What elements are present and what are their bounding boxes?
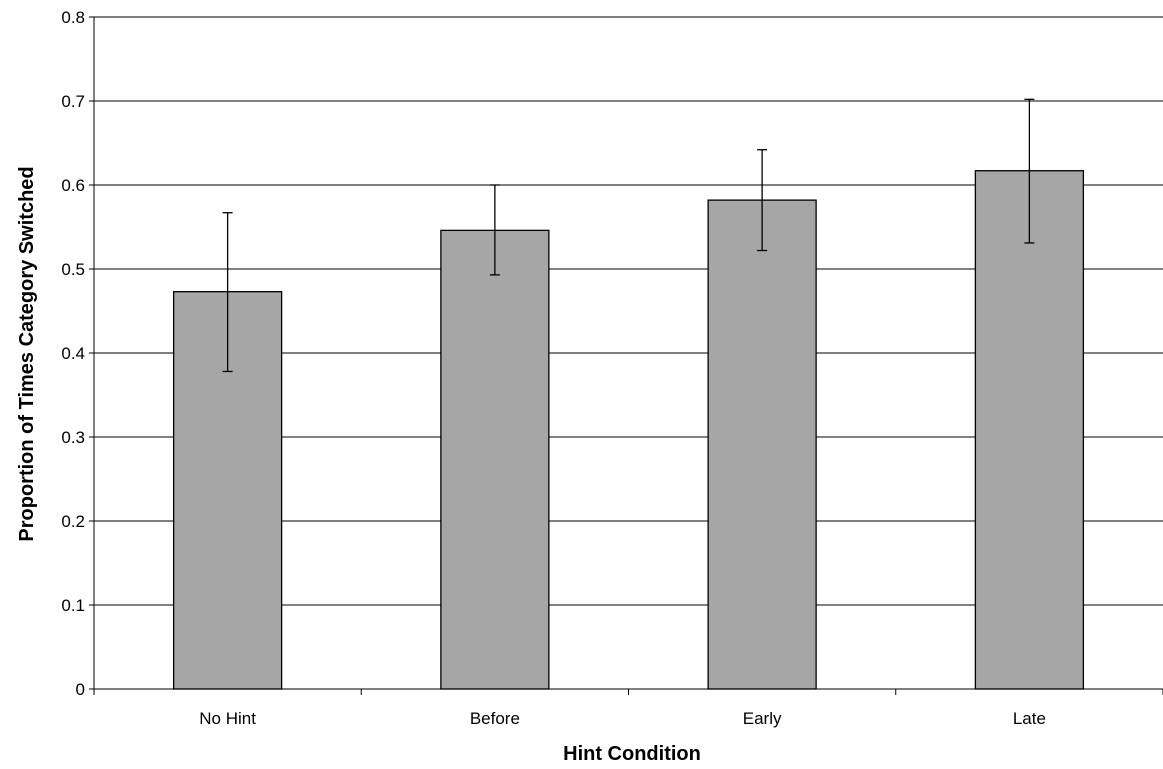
axes [89,16,1163,695]
tick-labels: 0 0.1 0.2 0.3 0.4 0.5 0.6 0.7 0.8 No Hint Before Ea… [61,8,1046,728]
x-tick-label: Late [1013,709,1046,728]
y-tick-label: 0.3 [61,428,85,447]
y-axis-title: Proportion of Times Category Switched [16,166,38,541]
bar-late [974,170,1085,690]
x-tick-label: Early [743,709,782,728]
y-tick-label: 0.6 [61,176,85,195]
y-tick-label: 0.4 [61,344,85,363]
x-axis-title: Hint Condition [563,743,701,765]
y-tick-label: 0.7 [61,92,85,111]
y-tick-label: 0.5 [61,260,85,279]
error-bars [222,98,1035,373]
bar-before [440,229,550,690]
x-tick-label: Before [470,709,520,728]
y-tick-label: 0.8 [61,8,85,27]
y-tick-label: 0.2 [61,512,85,531]
bar-early [707,199,817,690]
y-tick-label: 0.1 [61,596,85,615]
x-tick-label: No Hint [199,709,256,728]
bars [172,170,1085,690]
y-tick-label: 0 [76,680,85,699]
